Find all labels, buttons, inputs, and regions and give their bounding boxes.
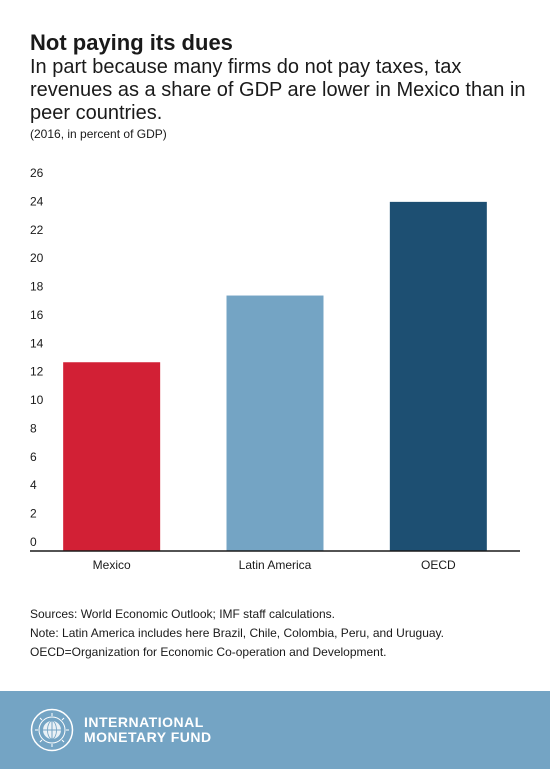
y-tick-label: 12 xyxy=(30,365,44,379)
coverage-note: Note: Latin America includes here Brazil… xyxy=(30,626,444,640)
bars xyxy=(63,201,487,551)
y-tick-label: 22 xyxy=(30,223,44,237)
y-tick-label: 14 xyxy=(30,336,44,350)
organization-name: INTERNATIONAL MONETARY FUND xyxy=(84,715,212,745)
imf-seal-icon xyxy=(30,708,74,752)
y-tick-label: 16 xyxy=(30,308,44,322)
x-tick-label: Mexico xyxy=(93,558,131,572)
bar-latin-america xyxy=(226,295,324,551)
sources-note: Sources: World Economic Outlook; IMF sta… xyxy=(30,607,336,621)
unit-note: (2016, in percent of GDP) xyxy=(30,127,167,141)
footer-banner: INTERNATIONAL MONETARY FUND xyxy=(0,691,550,769)
y-tick-label: 26 xyxy=(30,166,44,180)
org-name-line-1: INTERNATIONAL xyxy=(84,714,204,730)
y-tick-label: 18 xyxy=(30,280,44,294)
footnotes: Sources: World Economic Outlook; IMF sta… xyxy=(30,605,530,662)
y-tick-label: 4 xyxy=(30,478,37,492)
chart-subtitle: In part because many firms do not pay ta… xyxy=(30,56,526,124)
y-tick-label: 10 xyxy=(30,393,44,407)
chart-title: Not paying its dues xyxy=(30,30,233,55)
bar-mexico xyxy=(63,362,161,551)
bar-oecd xyxy=(389,201,487,551)
y-tick-label: 8 xyxy=(30,421,37,435)
abbreviation-note: OECD=Organization for Economic Co-operat… xyxy=(30,645,387,659)
x-axis-labels: Mexico Latin America OECD xyxy=(93,558,456,572)
x-tick-label: Latin America xyxy=(239,558,312,572)
y-tick-label: 6 xyxy=(30,450,37,464)
org-name-line-2: MONETARY FUND xyxy=(84,729,212,745)
y-tick-label: 24 xyxy=(30,194,44,208)
y-tick-label: 2 xyxy=(30,507,37,521)
y-tick-label: 20 xyxy=(30,251,44,265)
x-tick-label: OECD xyxy=(421,558,456,572)
y-tick-label: 0 xyxy=(30,535,37,549)
